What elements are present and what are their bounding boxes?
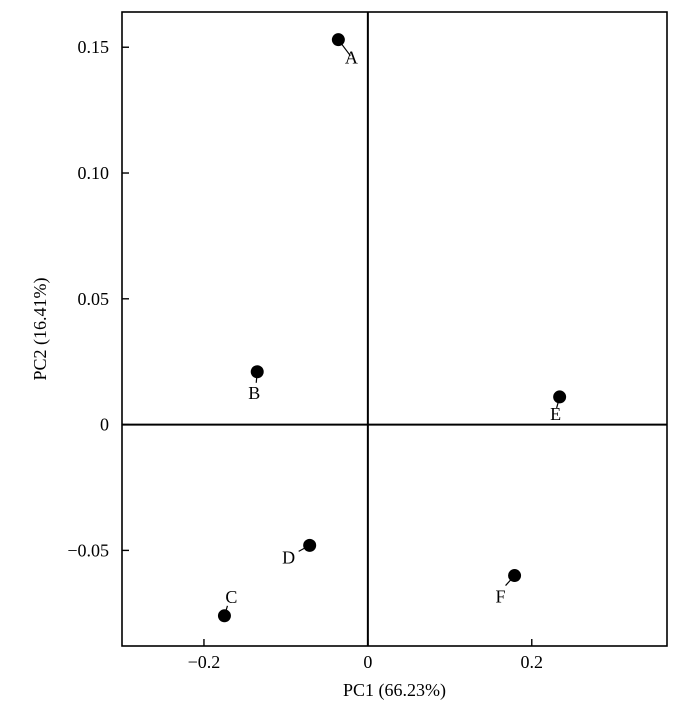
y-tick-label: 0.10	[78, 163, 110, 183]
plot-frame	[121, 11, 668, 647]
data-point-b	[250, 365, 264, 379]
point-label-c: C	[225, 587, 237, 607]
x-tick-label: 0	[363, 652, 372, 672]
y-tick-label: 0	[100, 415, 109, 435]
y-tick-label: 0.15	[78, 37, 110, 57]
data-point-a	[331, 33, 345, 47]
y-tick-label: −0.05	[67, 540, 109, 560]
data-point-d	[303, 538, 317, 552]
data-point-e	[553, 390, 567, 404]
x-axis-title: PC1 (66.23%)	[343, 680, 446, 701]
data-point-c	[217, 609, 231, 623]
y-axis-title: PC2 (16.41%)	[30, 277, 51, 380]
y-tick-label: 0.05	[78, 289, 110, 309]
point-label-d: D	[282, 547, 295, 567]
point-label-e: E	[550, 404, 561, 424]
point-label-f: F	[496, 587, 506, 607]
data-point-f	[508, 569, 522, 583]
x-tick-label: 0.2	[521, 652, 544, 672]
x-axis-ticks: −0.2 0 0.2	[188, 639, 543, 672]
y-axis-ticks: −0.05 0 0.05 0.10 0.15	[67, 37, 129, 560]
point-label-b: B	[248, 383, 260, 403]
x-tick-label: −0.2	[188, 652, 221, 672]
point-label-a: A	[345, 48, 358, 68]
data-points: A B C D E F	[217, 33, 567, 623]
